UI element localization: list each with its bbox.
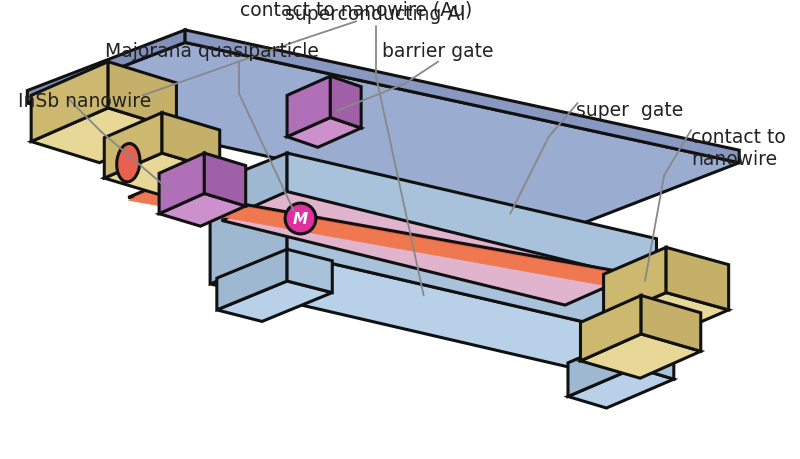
- Polygon shape: [287, 77, 330, 137]
- Polygon shape: [27, 43, 739, 226]
- Polygon shape: [581, 296, 641, 361]
- Circle shape: [285, 204, 316, 235]
- Polygon shape: [128, 188, 635, 284]
- Polygon shape: [581, 334, 701, 378]
- Polygon shape: [31, 109, 177, 163]
- Polygon shape: [568, 368, 674, 408]
- Polygon shape: [603, 293, 729, 337]
- Polygon shape: [287, 250, 332, 293]
- Polygon shape: [210, 253, 657, 369]
- Polygon shape: [204, 154, 246, 207]
- Polygon shape: [217, 281, 332, 322]
- Text: Majorana quasiparticle: Majorana quasiparticle: [105, 42, 319, 61]
- Polygon shape: [27, 31, 185, 104]
- Polygon shape: [104, 113, 162, 179]
- Polygon shape: [603, 248, 666, 320]
- Polygon shape: [287, 154, 657, 339]
- Polygon shape: [159, 154, 204, 214]
- Text: barrier gate: barrier gate: [382, 42, 494, 61]
- Text: contact to nanowire (Au): contact to nanowire (Au): [240, 0, 473, 19]
- Polygon shape: [287, 118, 361, 148]
- Polygon shape: [104, 154, 220, 196]
- Text: superconducting Al: superconducting Al: [286, 5, 466, 24]
- Polygon shape: [128, 191, 635, 287]
- Polygon shape: [31, 62, 108, 142]
- Ellipse shape: [117, 144, 140, 183]
- Polygon shape: [635, 334, 674, 379]
- Text: InSb nanowire: InSb nanowire: [18, 91, 151, 111]
- Text: super  gate: super gate: [576, 101, 683, 120]
- Polygon shape: [159, 194, 246, 227]
- Polygon shape: [108, 62, 177, 130]
- Polygon shape: [217, 250, 287, 310]
- Polygon shape: [568, 334, 635, 397]
- Polygon shape: [330, 77, 361, 129]
- Polygon shape: [222, 192, 630, 305]
- Polygon shape: [666, 248, 729, 310]
- Polygon shape: [641, 296, 701, 352]
- Polygon shape: [185, 31, 739, 163]
- Text: M: M: [293, 212, 308, 226]
- Polygon shape: [162, 113, 220, 171]
- Text: contact to
nanowire: contact to nanowire: [691, 128, 786, 169]
- Polygon shape: [210, 154, 287, 284]
